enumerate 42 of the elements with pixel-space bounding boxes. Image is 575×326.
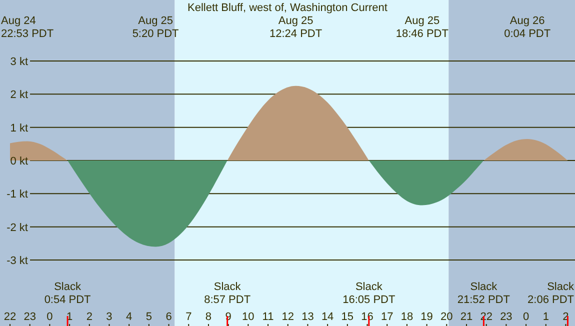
x-tick-label: 15 — [341, 311, 354, 323]
x-tick-label: 18 — [400, 311, 414, 323]
y-tick-label: 0 kt — [10, 156, 28, 168]
x-tick-label: 23 — [24, 311, 36, 323]
text: Slack 8:57 PDT — [204, 281, 251, 306]
x-tick-label: 10 — [242, 311, 254, 323]
text: Aug 24 22:53 PDT — [1, 15, 54, 40]
y-tick-label: 3 kt — [10, 56, 28, 68]
y-tick-label: 1 kt — [10, 122, 28, 134]
x-tick-label: 12 — [282, 311, 294, 323]
x-tick-label: 0 — [46, 311, 53, 323]
chart-title: Kellett Bluff, west of, Washington Current — [188, 2, 388, 14]
x-tick-label: 8 — [205, 311, 212, 323]
text: Slack 2:06 PDT — [528, 281, 574, 306]
x-tick-label: 4 — [126, 311, 132, 323]
text: Slack 21:52 PDT — [457, 281, 510, 306]
text: Aug 25 12:24 PDT — [270, 15, 322, 40]
x-tick-label: 14 — [321, 311, 334, 323]
text: Aug 26 0:04 PDT — [504, 15, 551, 40]
y-tick-label: -3 kt — [6, 255, 28, 267]
x-tick-label: 2 — [86, 311, 92, 323]
x-tick-label: 13 — [302, 311, 314, 323]
x-tick-label: 6 — [166, 311, 172, 323]
x-tick-label: 23 — [500, 311, 512, 323]
text: Slack 16:05 PDT — [342, 281, 396, 306]
text: Aug 25 18:46 PDT — [396, 15, 449, 40]
x-tick-label: 1 — [542, 311, 549, 323]
y-tick-label: -2 kt — [6, 222, 28, 234]
text: Slack 0:54 PDT — [44, 281, 92, 306]
x-tick-label: 22 — [4, 311, 16, 323]
x-tick-label: 3 — [106, 311, 112, 323]
x-tick-label: 21 — [460, 311, 473, 323]
x-tick-label: 0 — [522, 311, 530, 323]
y-tick-label: 2 kt — [10, 89, 28, 102]
x-tick-label: 20 — [440, 311, 453, 323]
x-tick-label: 11 — [262, 311, 274, 323]
text: Aug 25 5:20 PDT — [132, 15, 180, 40]
x-tick-label: 7 — [186, 311, 192, 323]
x-tick-label: 19 — [420, 311, 433, 323]
x-tick-label: 17 — [380, 311, 394, 323]
y-tick-label: -1 kt — [6, 188, 28, 201]
x-tick-label: 5 — [146, 311, 152, 323]
